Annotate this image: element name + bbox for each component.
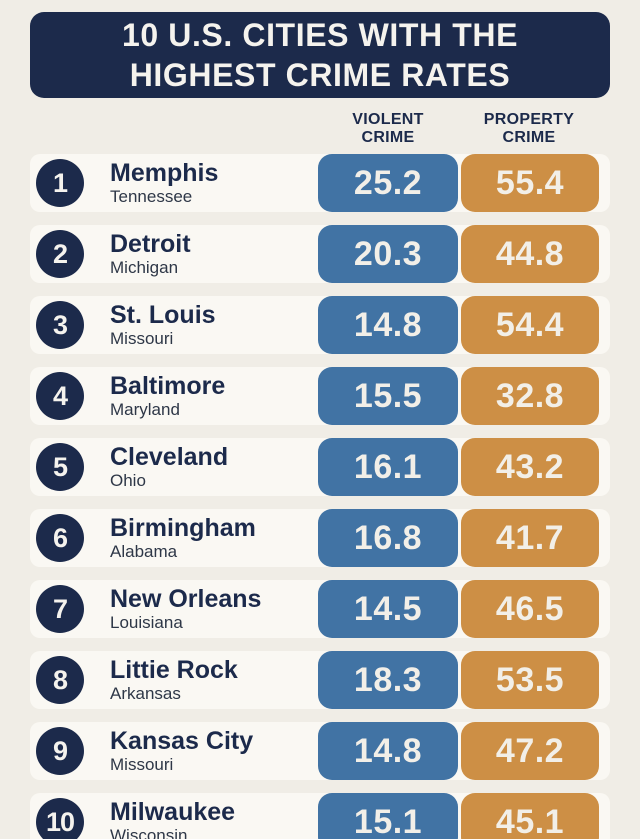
table-row-cleveland: 5 Cleveland Ohio 16.1 43.2: [30, 438, 610, 496]
city-block: Detroit Michigan: [110, 229, 191, 278]
column-header-violent-line-1: VIOLENT: [352, 111, 424, 128]
city-block: Littie Rock Arkansas: [110, 655, 238, 704]
page-title: 10 U.S. CITIES WITH THE HIGHEST CRIME RA…: [30, 12, 610, 98]
city-block: Kansas City Missouri: [110, 726, 254, 775]
title-line-2: HIGHEST CRIME RATES: [129, 57, 511, 93]
state-name: Arkansas: [110, 683, 181, 703]
city-block: Baltimore Maryland: [110, 371, 226, 420]
violent-crime-value: 14.5: [318, 580, 458, 638]
column-header-violent-crime: VIOLENT CRIME: [318, 111, 458, 147]
state-name: Michigan: [110, 257, 179, 277]
state-name: Tennessee: [110, 186, 193, 206]
table-row-detroit: 2 Detroit Michigan 20.3 44.8: [30, 225, 610, 283]
state-name: Missouri: [110, 328, 174, 348]
city-name: New Orleans: [110, 584, 262, 613]
violent-crime-value: 15.1: [318, 793, 458, 839]
rank-badge: 3: [36, 301, 84, 349]
rank-badge: 7: [36, 585, 84, 633]
violent-crime-value: 18.3: [318, 651, 458, 709]
city-name: St. Louis: [110, 300, 216, 329]
rank-badge: 4: [36, 372, 84, 420]
property-crime-value: 32.8: [461, 367, 599, 425]
column-header-property-crime: PROPERTY CRIME: [459, 111, 599, 147]
violent-crime-value: 20.3: [318, 225, 458, 283]
property-crime-value: 44.8: [461, 225, 599, 283]
state-name: Ohio: [110, 470, 146, 490]
property-crime-value: 47.2: [461, 722, 599, 780]
rank-badge: 6: [36, 514, 84, 562]
state-name: Alabama: [110, 541, 178, 561]
property-crime-value: 41.7: [461, 509, 599, 567]
table-row-baltimore: 4 Baltimore Maryland 15.5 32.8: [30, 367, 610, 425]
city-block: St. Louis Missouri: [110, 300, 216, 349]
table-row-milwaukee: 10 Milwaukee Wisconsin 15.1 45.1: [30, 793, 610, 839]
column-header-property-line-2: CRIME: [502, 129, 556, 146]
rank-badge: 10: [36, 798, 84, 839]
column-header-violent-line-2: CRIME: [361, 129, 415, 146]
column-header-property-line-1: PROPERTY: [483, 111, 575, 128]
table-row-birmingham: 6 Birmingham Alabama 16.8 41.7: [30, 509, 610, 567]
rank-badge: 2: [36, 230, 84, 278]
city-name: Memphis: [110, 158, 219, 187]
violent-crime-value: 14.8: [318, 722, 458, 780]
city-block: Milwaukee Wisconsin: [110, 797, 236, 839]
city-name: Detroit: [110, 229, 191, 258]
city-name: Cleveland: [110, 442, 229, 471]
property-crime-value: 54.4: [461, 296, 599, 354]
violent-crime-value: 16.1: [318, 438, 458, 496]
table-row-little-rock: 8 Littie Rock Arkansas 18.3 53.5: [30, 651, 610, 709]
city-name: Kansas City: [110, 726, 254, 755]
rank-badge: 8: [36, 656, 84, 704]
violent-crime-value: 25.2: [318, 154, 458, 212]
city-block: Memphis Tennessee: [110, 158, 219, 207]
state-name: Wisconsin: [110, 825, 188, 839]
violent-crime-value: 15.5: [318, 367, 458, 425]
state-name: Missouri: [110, 754, 174, 774]
city-name: Littie Rock: [110, 655, 238, 684]
city-name: Birmingham: [110, 513, 256, 542]
violent-crime-value: 16.8: [318, 509, 458, 567]
title-line-1: 10 U.S. CITIES WITH THE: [121, 17, 519, 53]
city-block: New Orleans Louisiana: [110, 584, 262, 633]
property-crime-value: 43.2: [461, 438, 599, 496]
table-row-st-louis: 3 St. Louis Missouri 14.8 54.4: [30, 296, 610, 354]
table-row-memphis: 1 Memphis Tennessee 25.2 55.4: [30, 154, 610, 212]
state-name: Maryland: [110, 399, 180, 419]
city-block: Cleveland Ohio: [110, 442, 229, 491]
rank-badge: 5: [36, 443, 84, 491]
city-name: Baltimore: [110, 371, 226, 400]
table-row-new-orleans: 7 New Orleans Louisiana 14.5 46.5: [30, 580, 610, 638]
rank-badge: 1: [36, 159, 84, 207]
state-name: Louisiana: [110, 612, 183, 632]
property-crime-value: 55.4: [461, 154, 599, 212]
property-crime-value: 53.5: [461, 651, 599, 709]
violent-crime-value: 14.8: [318, 296, 458, 354]
property-crime-value: 46.5: [461, 580, 599, 638]
city-block: Birmingham Alabama: [110, 513, 256, 562]
property-crime-value: 45.1: [461, 793, 599, 839]
city-name: Milwaukee: [110, 797, 236, 826]
rank-badge: 9: [36, 727, 84, 775]
table-row-kansas-city: 9 Kansas City Missouri 14.8 47.2: [30, 722, 610, 780]
